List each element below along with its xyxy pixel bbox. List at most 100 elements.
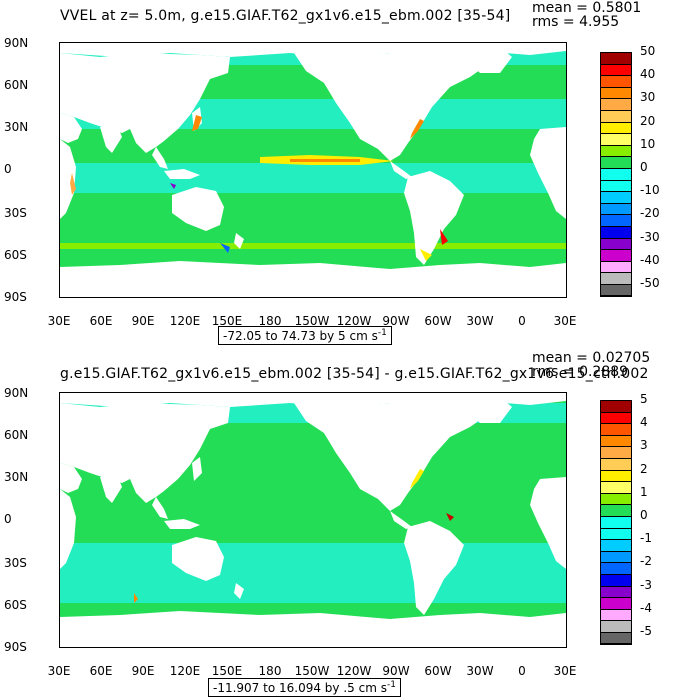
confluence <box>420 249 432 261</box>
colorbar-cell <box>601 203 631 216</box>
panel-bottom: g.e15.GIAF.T62_gx1v6.e15_ebm.002 [35-54]… <box>0 350 700 700</box>
colorbar-cell <box>601 284 631 297</box>
lat-tick-label: 30N <box>4 470 29 484</box>
australia <box>172 537 224 581</box>
colorbar-cell <box>601 261 631 274</box>
colorbar-cell <box>601 586 631 599</box>
lat-tick-label: 60N <box>4 78 29 92</box>
india <box>100 127 122 153</box>
indochina <box>152 497 168 519</box>
lon-tick-label: 30W <box>466 664 494 678</box>
lon-tick-label: 180 <box>258 664 282 678</box>
lon-tick-label: 150W <box>294 314 330 328</box>
indonesia <box>164 169 200 179</box>
indonesia <box>164 519 200 529</box>
colorbar-cell <box>601 238 631 251</box>
lon-tick-label: 60E <box>89 664 113 678</box>
colorbar-cell <box>601 621 631 633</box>
lat-tick-label: 30S <box>4 206 27 220</box>
lon-tick-label: 90E <box>131 314 155 328</box>
lon-tick-label: 30W <box>466 314 494 328</box>
colorbar-cell <box>601 180 631 193</box>
lat-tick-label: 30S <box>4 556 27 570</box>
colorbar-label: -3 <box>640 577 652 592</box>
ocean-band <box>60 543 566 603</box>
colorbar-cell <box>601 540 631 552</box>
local-max <box>446 513 454 521</box>
lon-tick-label: 90E <box>131 664 155 678</box>
africa <box>60 489 76 569</box>
colorbar-cell <box>601 122 631 135</box>
stat-rms: rms = 0.2889 <box>532 364 629 380</box>
indochina <box>152 147 168 169</box>
colorbar-cell <box>601 598 631 610</box>
colorbar-label: 4 <box>640 415 648 430</box>
arabia <box>60 113 82 143</box>
colorbar-label: -5 <box>640 624 652 638</box>
lat-tick-label: 90S <box>4 640 27 654</box>
lon-tick-label: 150E <box>211 664 243 678</box>
colorbar-cell <box>601 505 631 517</box>
colorbar-cell <box>601 87 631 100</box>
lat-tick-label: 30N <box>4 120 29 134</box>
colorbar-cell <box>601 168 631 181</box>
lon-tick-label: 0 <box>518 664 526 678</box>
south-america <box>404 171 464 265</box>
colorbar-cell <box>601 273 631 285</box>
stat-mean: mean = 0.02705 <box>532 350 651 366</box>
colorbar-label: 2 <box>640 461 648 476</box>
lon-tick-label: 60W <box>424 664 452 678</box>
new-zealand <box>234 233 244 249</box>
colorbar-label: -10 <box>640 183 660 198</box>
japan <box>192 457 202 481</box>
colorbar-cell <box>601 609 631 622</box>
indonesian-throughflow <box>170 183 176 189</box>
map-svg <box>60 43 566 297</box>
plot-title: g.e15.GIAF.T62_gx1v6.e15_ebm.002 [35-54]… <box>60 366 649 382</box>
new-zealand <box>234 583 244 599</box>
lat-tick-label: 0 <box>4 162 12 176</box>
greenland <box>460 397 512 423</box>
colorbar-cell <box>601 447 631 459</box>
kuroshio <box>192 115 202 131</box>
lon-tick-label: 30E <box>47 664 71 678</box>
colorbar-cell <box>601 134 631 146</box>
lon-tick-label: 120W <box>336 314 372 328</box>
map-plot <box>59 42 567 298</box>
lon-tick-label: 60E <box>89 314 113 328</box>
ocean-band <box>60 193 566 229</box>
acc-eddy <box>220 243 230 253</box>
colorbar-label: 1 <box>640 484 648 499</box>
colorbar-label: -1 <box>640 531 652 546</box>
gulf-stream <box>410 119 424 139</box>
colorbar-label: 50 <box>640 44 656 58</box>
colorbar <box>600 400 632 646</box>
colorbar-cell <box>601 435 631 448</box>
lon-tick-label: 120E <box>169 664 201 678</box>
colorbar-cell <box>601 493 631 506</box>
eurasia <box>60 53 230 153</box>
colorbar-cell <box>601 145 631 158</box>
lon-tick-label: 60W <box>424 314 452 328</box>
colorbar-label: 0 <box>640 508 648 522</box>
colorbar-label: 30 <box>640 90 656 105</box>
india <box>100 477 122 503</box>
central-america <box>390 161 412 179</box>
colorbar-cell <box>601 76 631 88</box>
colorbar-cell <box>601 110 631 123</box>
colorbar-cell <box>601 574 631 587</box>
gulf-stream <box>410 469 424 489</box>
colorbar-cell <box>601 424 631 436</box>
lon-tick-label: 120W <box>336 664 372 678</box>
lat-tick-label: 90S <box>4 290 27 304</box>
colorbar-cell <box>601 470 631 483</box>
colorbar-label: -30 <box>640 229 660 244</box>
lat-tick-label: 90N <box>4 386 29 400</box>
central-america <box>390 511 412 529</box>
colorbar-label: -4 <box>640 600 652 615</box>
agulhas <box>70 173 76 195</box>
colorbar-label: 5 <box>640 392 648 406</box>
map-plot <box>59 392 567 648</box>
lon-tick-label: 150E <box>211 314 243 328</box>
australia <box>172 187 224 231</box>
